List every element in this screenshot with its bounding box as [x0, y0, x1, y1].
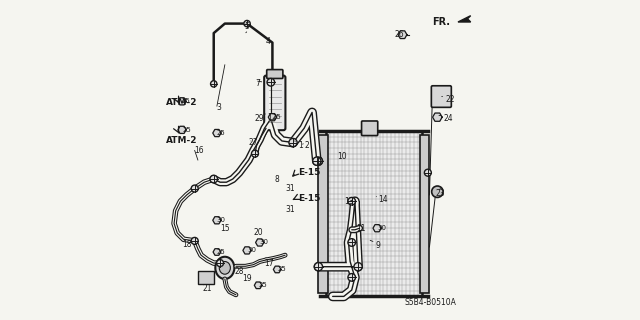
Text: 23: 23: [436, 189, 445, 198]
Text: 10: 10: [337, 152, 347, 161]
Text: 16: 16: [195, 146, 204, 155]
Circle shape: [191, 237, 198, 244]
Text: 25: 25: [277, 267, 286, 272]
Circle shape: [314, 263, 323, 271]
Text: 30: 30: [377, 225, 386, 231]
Text: 28: 28: [234, 267, 244, 276]
Text: 13: 13: [344, 197, 353, 206]
Text: 9: 9: [376, 241, 380, 250]
FancyBboxPatch shape: [264, 76, 285, 130]
Circle shape: [424, 169, 431, 176]
Circle shape: [211, 81, 217, 87]
Circle shape: [314, 157, 323, 165]
Text: 5: 5: [244, 22, 249, 31]
Circle shape: [431, 186, 443, 197]
Polygon shape: [178, 98, 186, 105]
Text: 31: 31: [285, 205, 295, 214]
Text: 25: 25: [273, 114, 281, 120]
Polygon shape: [254, 282, 262, 289]
Circle shape: [348, 197, 356, 205]
Ellipse shape: [215, 257, 234, 279]
Polygon shape: [212, 130, 221, 137]
Text: 1: 1: [298, 141, 303, 150]
Text: 25: 25: [183, 127, 192, 133]
Text: 26: 26: [394, 30, 404, 39]
Bar: [420, 135, 429, 293]
Text: 12: 12: [268, 113, 277, 122]
Circle shape: [191, 185, 198, 192]
Bar: [326, 132, 422, 296]
Text: 25: 25: [258, 282, 267, 288]
Text: 31: 31: [285, 184, 295, 193]
Polygon shape: [273, 266, 281, 273]
Text: S5B4-B0510A: S5B4-B0510A: [404, 298, 456, 307]
Text: 4: 4: [266, 36, 271, 45]
FancyBboxPatch shape: [362, 121, 378, 136]
Text: 15: 15: [220, 224, 230, 233]
Text: 21: 21: [203, 284, 212, 293]
Text: 2: 2: [305, 141, 310, 150]
Polygon shape: [178, 126, 186, 133]
Circle shape: [210, 175, 218, 183]
Circle shape: [244, 20, 250, 27]
FancyBboxPatch shape: [267, 69, 283, 78]
Text: ATM-2: ATM-2: [166, 99, 198, 108]
Text: 25: 25: [217, 249, 226, 255]
Circle shape: [252, 150, 259, 157]
Text: 29: 29: [255, 114, 264, 123]
Text: 19: 19: [243, 275, 252, 284]
Polygon shape: [373, 225, 381, 232]
Polygon shape: [458, 16, 470, 22]
Text: 11: 11: [356, 224, 366, 233]
Bar: [326, 132, 422, 296]
Text: 18: 18: [182, 240, 191, 249]
Circle shape: [267, 78, 275, 86]
Text: 14: 14: [379, 195, 388, 204]
Text: ATM-2: ATM-2: [166, 136, 198, 146]
Polygon shape: [255, 239, 264, 246]
Text: 30: 30: [217, 217, 226, 223]
Text: 27: 27: [248, 138, 259, 147]
Circle shape: [354, 263, 362, 271]
Text: FR.: FR.: [432, 17, 450, 27]
Text: 30: 30: [247, 247, 256, 253]
Text: 17: 17: [264, 259, 274, 268]
Circle shape: [216, 260, 223, 267]
Polygon shape: [268, 114, 276, 121]
Bar: [198, 271, 214, 284]
Text: 25: 25: [217, 130, 226, 136]
Polygon shape: [398, 31, 407, 38]
Circle shape: [313, 157, 321, 165]
Text: E-15: E-15: [298, 194, 320, 203]
Text: 3: 3: [217, 103, 222, 112]
Text: 7: 7: [255, 79, 260, 88]
Polygon shape: [243, 247, 251, 254]
Circle shape: [289, 139, 297, 147]
Text: 30: 30: [260, 239, 269, 245]
Bar: [319, 135, 328, 293]
Polygon shape: [213, 249, 221, 255]
Polygon shape: [433, 113, 442, 121]
Text: 25: 25: [182, 98, 191, 104]
Text: 24: 24: [444, 114, 453, 123]
Polygon shape: [212, 217, 221, 224]
Text: E-15: E-15: [298, 168, 320, 177]
Text: 20: 20: [253, 228, 263, 237]
Circle shape: [348, 274, 356, 281]
Ellipse shape: [220, 261, 230, 274]
Text: 22: 22: [445, 95, 455, 104]
Text: 8: 8: [274, 174, 279, 184]
FancyBboxPatch shape: [431, 86, 451, 107]
Circle shape: [348, 239, 356, 246]
